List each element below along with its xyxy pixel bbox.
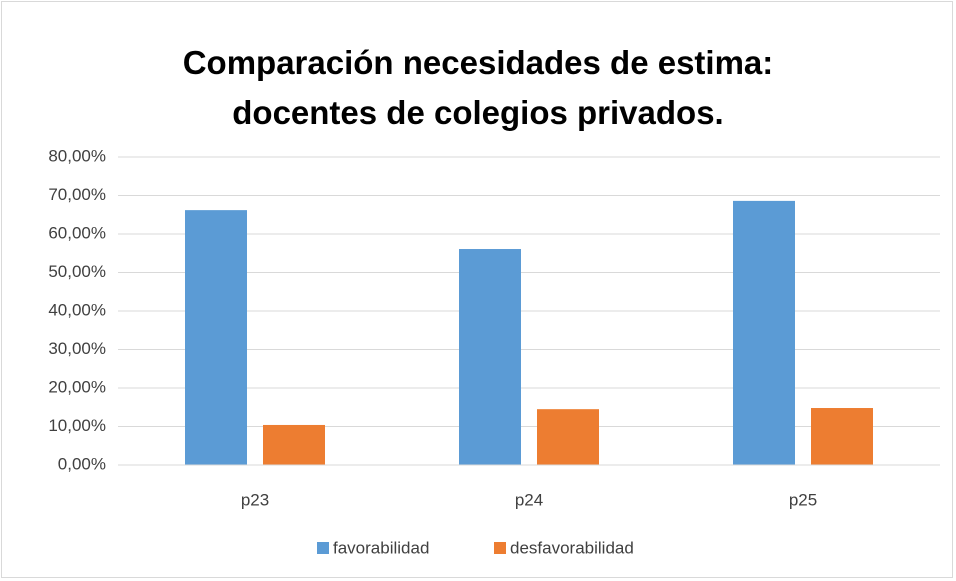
y-tick-label: 50,00% [48, 262, 106, 281]
y-tick-label: 70,00% [48, 185, 106, 204]
x-tick-label: p25 [789, 490, 817, 509]
legend-label: desfavorabilidad [510, 538, 634, 557]
x-tick-label: p24 [515, 490, 543, 509]
y-tick-label: 80,00% [48, 146, 106, 165]
bar [459, 249, 521, 465]
bar [811, 408, 873, 465]
y-tick-label: 60,00% [48, 223, 106, 242]
y-tick-label: 0,00% [58, 454, 106, 473]
bar [185, 210, 247, 465]
bar [263, 424, 325, 465]
x-tick-label: p23 [241, 490, 269, 509]
bar [733, 200, 795, 465]
y-tick-label: 30,00% [48, 339, 106, 358]
bar [537, 409, 599, 465]
legend-label: favorabilidad [333, 538, 429, 557]
y-tick-label: 20,00% [48, 377, 106, 396]
y-tick-label: 10,00% [48, 416, 106, 435]
legend-swatch [317, 542, 329, 554]
legend-swatch [494, 542, 506, 554]
chart-title: Comparación necesidades de estima: docen… [182, 44, 774, 131]
y-tick-label: 40,00% [48, 300, 106, 319]
